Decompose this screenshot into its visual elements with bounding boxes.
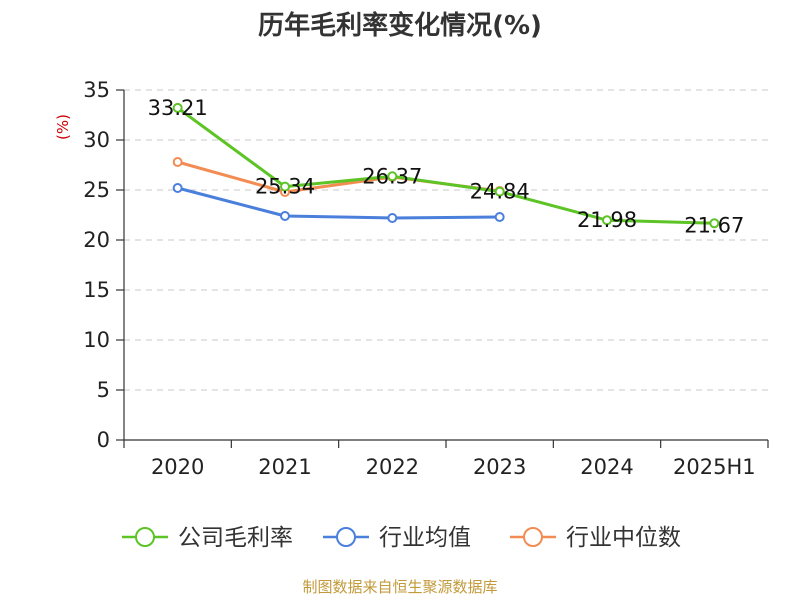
y-tick-label: 20	[83, 228, 110, 252]
y-tick-label: 5	[97, 378, 110, 402]
series-0	[172, 102, 720, 229]
data-label: 33.21	[148, 96, 208, 120]
data-label: 26.37	[362, 164, 422, 188]
y-tick-label: 0	[97, 428, 110, 452]
y-tick-label: 30	[83, 128, 110, 152]
x-tick-label: 2020	[151, 455, 204, 479]
data-point[interactable]	[280, 211, 290, 221]
y-tick-label: 25	[83, 178, 110, 202]
data-point[interactable]	[280, 181, 290, 192]
x-tick-label: 2023	[473, 455, 526, 479]
legend[interactable]: 公司毛利率 行业均值 行业中位数	[122, 525, 681, 551]
grid-lines	[124, 89, 768, 391]
data-point[interactable]	[494, 212, 505, 222]
series-line	[176, 160, 502, 194]
y-tick-label: 35	[83, 78, 110, 102]
legend-marker	[336, 527, 356, 547]
x-tick-label: 2022	[366, 455, 419, 479]
x-tick-label: 2025H1	[673, 455, 756, 479]
data-point[interactable]	[494, 186, 505, 197]
data-point[interactable]	[387, 213, 398, 223]
data-label: 25.34	[255, 175, 315, 199]
chart-title: 历年毛利率变化情况(%)	[258, 10, 542, 41]
data-point[interactable]	[709, 218, 720, 229]
data-point[interactable]	[172, 102, 183, 113]
legend-item[interactable]: 行业中位数	[510, 525, 681, 551]
legend-marker	[135, 527, 155, 547]
data-point[interactable]	[172, 157, 183, 167]
data-label: 21.67	[684, 213, 744, 237]
legend-marker	[523, 527, 543, 547]
source-note: 制图数据来自恒生聚源数据库	[302, 578, 497, 596]
data-point[interactable]	[172, 183, 183, 193]
data-label: 21.98	[577, 208, 637, 232]
legend-item[interactable]: 公司毛利率	[122, 525, 293, 551]
legend-label: 行业均值	[379, 525, 471, 551]
x-tick-label: 2024	[580, 455, 633, 479]
axes: 0 5 10 15 20 25 30 35 2020 2021 2022 2023 2024 2025H1	[83, 78, 769, 479]
legend-item[interactable]: 行业均值	[323, 525, 471, 551]
series-1	[172, 183, 505, 223]
data-labels: 33.21 25.34 26.37 24.84 21.98 21.67	[148, 96, 745, 237]
y-axis-label: (%)	[54, 114, 72, 140]
x-tick-label: 2021	[258, 455, 311, 479]
data-point[interactable]	[602, 215, 612, 226]
legend-label: 行业中位数	[566, 525, 681, 551]
y-tick-label: 15	[83, 278, 110, 302]
y-tick-label: 10	[83, 328, 110, 352]
legend-label: 公司毛利率	[178, 525, 293, 551]
series-line	[176, 106, 716, 225]
data-point[interactable]	[387, 171, 398, 182]
data-label: 24.84	[470, 180, 530, 204]
series-lines	[172, 102, 720, 229]
series-line	[176, 186, 502, 220]
